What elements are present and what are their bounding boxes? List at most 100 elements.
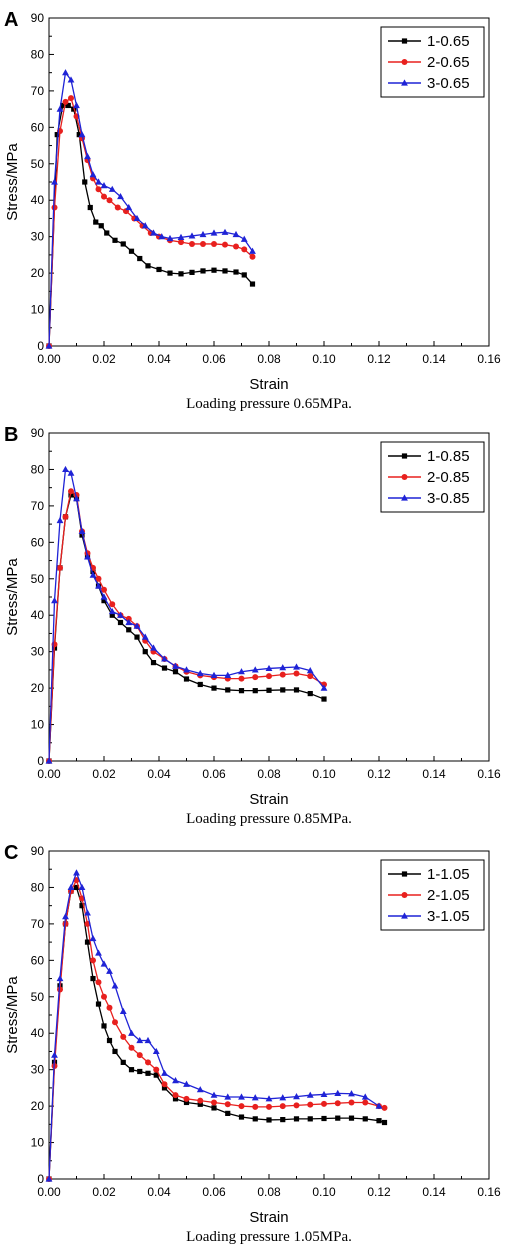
x-tick-label: 0.02 [92,767,116,781]
data-point [56,516,64,524]
legend-marker [401,912,408,919]
data-point [100,182,108,189]
series-1-0.65 [46,102,256,349]
data-point [145,263,151,269]
data-point [101,586,107,593]
series-3-0.65 [45,69,256,349]
data-point [293,670,300,677]
data-point [51,1051,58,1058]
data-point [188,232,196,239]
data-point [78,131,86,138]
data-point [128,248,135,254]
data-point [197,1097,204,1104]
x-tick-label: 0.12 [367,352,391,366]
series-1-1.05 [46,884,388,1182]
chart-b: B 0.00 0.02 0.04 0.06 0.08 0.10 0.12 0.14 0.16 0 10… [4,424,501,827]
data-point [73,884,80,891]
legend: 1-0.65 2-0.65 3-0.65 [380,26,485,98]
data-point [252,688,258,694]
data-point [117,192,124,200]
data-point [117,611,124,618]
x-tick-label: 0.14 [422,352,446,366]
data-point [112,237,118,243]
data-point [158,233,166,240]
y-tick-label: 70 [31,499,45,513]
x-tick-label: 0.00 [37,767,61,781]
data-point [249,247,256,254]
data-point [238,668,245,675]
y-tick-label: 70 [31,84,45,98]
x-tick-label: 0.10 [312,1185,336,1199]
data-point [241,246,248,253]
data-point [133,214,141,222]
data-point [348,1115,355,1121]
data-point [225,1110,231,1116]
data-point [222,268,228,274]
data-point [183,666,190,673]
series-line [48,104,253,347]
data-point [334,1100,341,1107]
data-point [321,1100,327,1107]
data-point [361,1093,369,1100]
data-point [252,674,259,681]
data-point [89,571,97,578]
x-axis-title: Strain [249,376,288,393]
data-point [73,101,80,109]
x-tick-label: 0.02 [92,1185,116,1199]
x-tick-label: 0.00 [37,352,61,366]
data-point [153,1066,160,1073]
data-point [172,1077,179,1084]
legend-label: 3-1.05 [427,908,470,925]
y-tick-label: 80 [31,880,45,894]
data-point [307,1101,314,1108]
data-point [117,619,124,626]
data-point [200,268,206,274]
data-point [211,240,217,247]
data-point [67,469,75,476]
y-tick-label: 10 [31,303,45,317]
x-tick-label: 0.02 [92,352,116,366]
data-point [238,688,245,694]
data-point [106,197,113,204]
series-1-0.85 [46,492,327,764]
data-point [211,685,217,691]
y-tick-label: 90 [31,426,45,440]
data-point [381,1104,388,1111]
data-point [197,681,203,688]
data-point [134,634,140,640]
x-tick-label: 0.08 [257,1185,281,1199]
data-point [101,993,107,1000]
data-point [137,255,143,262]
data-point [224,1101,231,1108]
data-point [84,152,91,160]
data-point [279,671,286,678]
data-point [224,671,232,678]
data-point [100,593,108,600]
y-tick-label: 70 [31,917,45,931]
data-point [307,1116,313,1122]
data-point [225,687,231,693]
data-point [95,582,102,589]
data-point [60,102,66,109]
y-tick-label: 60 [31,953,45,967]
data-point [177,233,185,240]
data-point [128,1029,135,1036]
data-point [62,913,69,920]
legend-label: 2-0.85 [427,469,470,486]
data-point [183,1095,190,1102]
data-point [172,1096,179,1102]
data-point [183,1099,190,1106]
data-point [136,1052,143,1059]
y-tick-label: 50 [31,990,45,1004]
x-tick-label: 0.14 [422,1185,446,1199]
data-point [172,662,179,669]
y-tick-label: 30 [31,1063,45,1077]
x-tick-label: 0.16 [477,352,501,366]
data-point [68,488,74,495]
data-point [238,1114,245,1120]
data-point [161,665,168,671]
chart-c: C 0.00 0.02 0.04 0.06 0.08 0.10 0.12 0.14 0.16 0 10… [4,842,501,1245]
data-point [293,687,300,693]
x-tick-label: 0.04 [147,767,171,781]
data-point [111,982,119,989]
